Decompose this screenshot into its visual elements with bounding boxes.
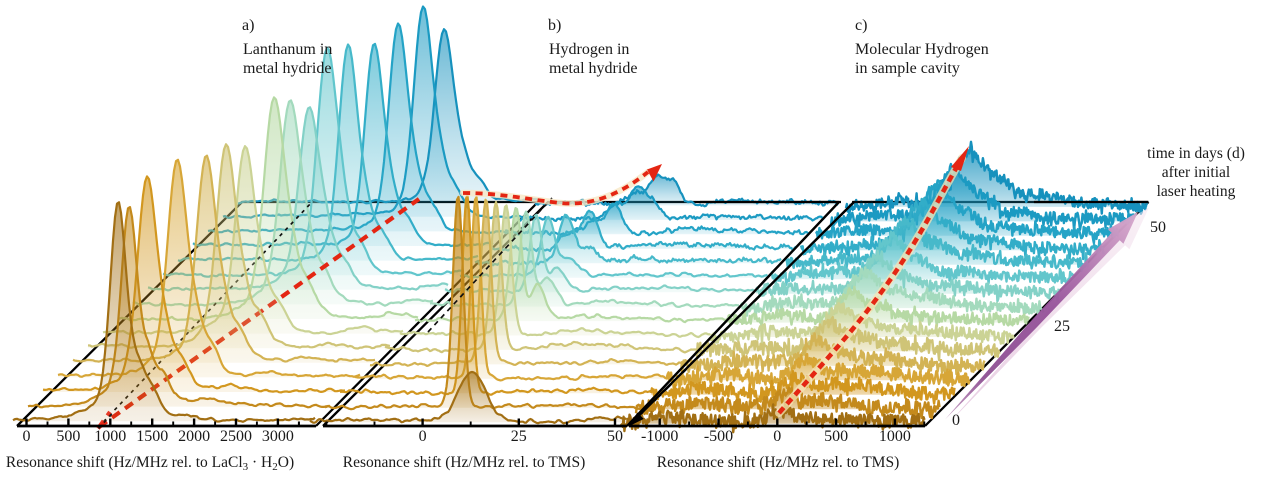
svg-text:a): a) [242,17,254,34]
svg-text:2500: 2500 [220,428,252,445]
svg-text:laser heating: laser heating [1157,183,1236,200]
svg-text:2000: 2000 [178,428,210,445]
svg-text:Resonance shift (Hz/MHz rel. t: Resonance shift (Hz/MHz rel. to TMS) [343,454,586,471]
svg-text:time in days (d): time in days (d) [1147,145,1245,162]
svg-text:25: 25 [1054,318,1070,335]
svg-text:3000: 3000 [262,428,294,445]
svg-text:c): c) [855,17,867,34]
svg-text:25: 25 [511,428,527,445]
svg-text:500: 500 [824,428,848,445]
svg-text:1000: 1000 [94,428,126,445]
svg-text:after initial: after initial [1162,164,1230,181]
svg-text:Hydrogen in: Hydrogen in [549,41,629,58]
svg-text:b): b) [548,17,561,34]
svg-text:0: 0 [419,428,427,445]
svg-text:in sample cavity: in sample cavity [855,60,960,77]
svg-text:1500: 1500 [136,428,168,445]
svg-text:metal hydride: metal hydride [549,60,637,77]
svg-text:0: 0 [952,412,960,429]
svg-text:Resonance shift (Hz/MHz rel. t: Resonance shift (Hz/MHz rel. to TMS) [657,454,900,471]
svg-text:50: 50 [1150,219,1166,236]
svg-text:Resonance shift (Hz/MHz rel. t: Resonance shift (Hz/MHz rel. to LaCl3 · … [6,454,294,473]
svg-text:metal hydride: metal hydride [243,60,331,77]
svg-text:Molecular Hydrogen: Molecular Hydrogen [855,41,989,58]
svg-text:50: 50 [607,428,623,445]
svg-text:500: 500 [56,428,80,445]
svg-text:-500: -500 [704,428,733,445]
svg-text:0: 0 [773,428,781,445]
svg-text:1000: 1000 [879,428,911,445]
svg-text:Lanthanum in: Lanthanum in [243,41,332,58]
svg-text:0: 0 [23,428,31,445]
svg-text:-1000: -1000 [641,428,678,445]
